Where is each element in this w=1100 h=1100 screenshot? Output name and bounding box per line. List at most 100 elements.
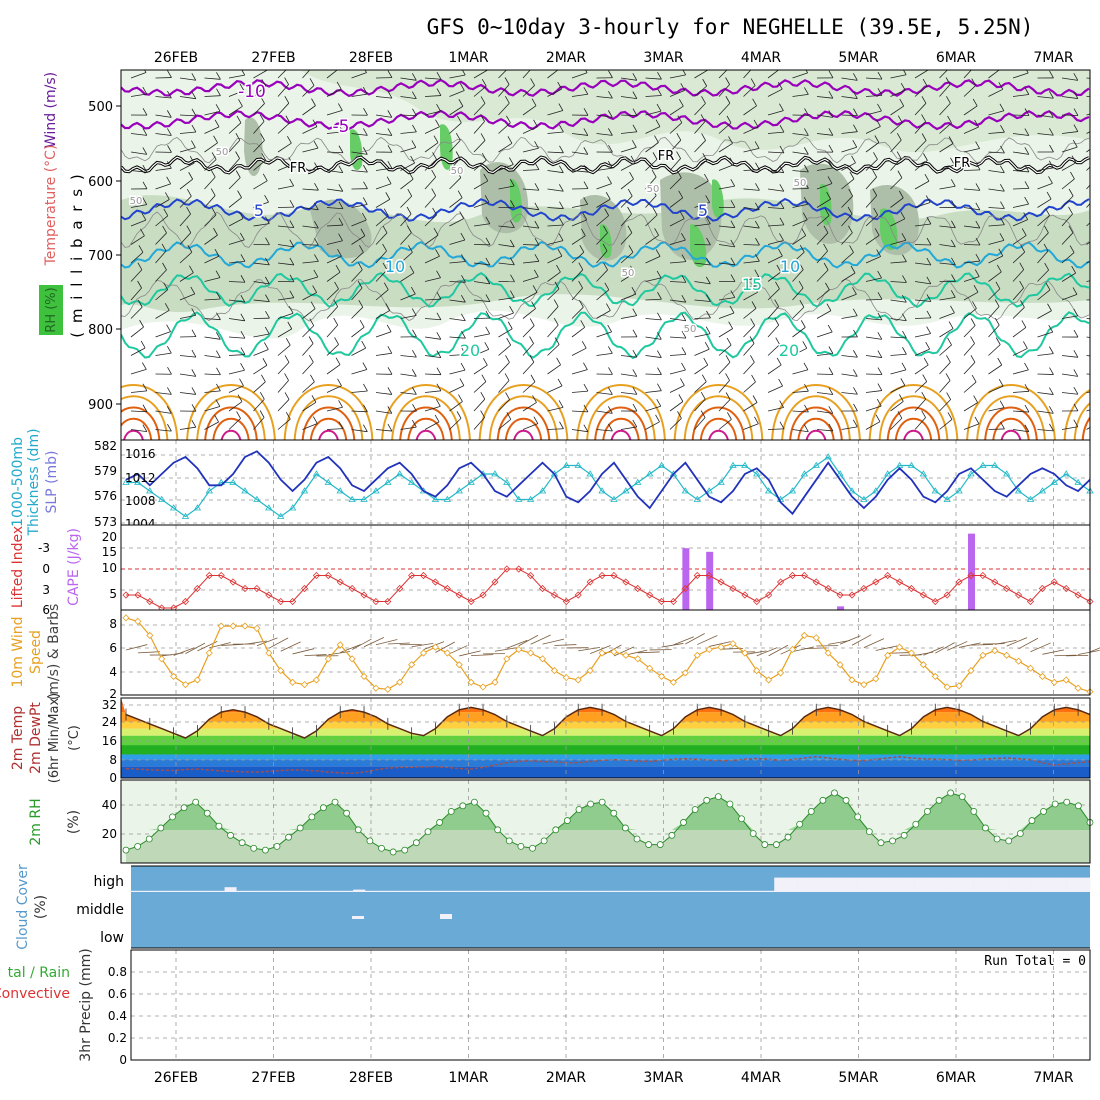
- tick-label: 0: [109, 771, 117, 785]
- high-cloud-bar: [177, 890, 190, 892]
- wind-barb-feather: [557, 378, 563, 387]
- wind-barb-staff: [375, 133, 392, 136]
- wind-barb-staff: [302, 276, 318, 282]
- wind-barb-staff: [792, 188, 809, 190]
- thickness-marker: [931, 487, 939, 494]
- wind-barb-staff: [988, 271, 1002, 282]
- wind-barb-feather: [897, 170, 903, 178]
- wind-barb-feather: [975, 253, 981, 262]
- wind-barb-staff: [596, 392, 613, 395]
- wind-barb-staff: [179, 147, 196, 153]
- wind-barb-staff: [767, 385, 783, 393]
- wind-barb-staff: [302, 169, 319, 171]
- wind-barb-staff: [914, 121, 926, 134]
- wind-barb-feather: [1068, 225, 1074, 234]
- rh-label-2: (%): [66, 810, 82, 834]
- high-cloud-bar: [1031, 877, 1044, 892]
- thickness-marker: [169, 504, 178, 511]
- wind-barb-staff: [449, 369, 466, 375]
- wind-barb-staff: [449, 336, 466, 339]
- thickness-marker: [205, 487, 214, 494]
- wind-barb-staff: [179, 355, 196, 358]
- wind-barb-staff: [865, 318, 882, 321]
- wind-barb-feather: [363, 383, 368, 392]
- warm-dome-contour: [496, 406, 551, 440]
- wind-barb-staff: [963, 291, 979, 301]
- rh-contour-1: [121, 136, 1090, 164]
- wind-barb-staff: [645, 421, 660, 430]
- tick-label: 8: [109, 753, 117, 767]
- wind-barb-feather: [1072, 139, 1078, 148]
- wind-barb-feather: [823, 225, 829, 234]
- bottom-date-8: 6MAR: [936, 1070, 977, 1086]
- high-cloud-bar: [259, 890, 272, 892]
- wind-barb-feather: [459, 211, 465, 219]
- wind-barb-staff: [890, 177, 903, 190]
- wind-barb-staff: [277, 297, 294, 301]
- wind-barb-staff: [449, 354, 466, 356]
- wind-barb-feather: [778, 248, 783, 257]
- wind-barb-feather: [235, 170, 241, 178]
- warm-dome-contour: [691, 406, 746, 440]
- wind-barb-staff: [449, 90, 465, 97]
- wind-barb-feather: [702, 78, 708, 87]
- high-cloud-bar: [867, 877, 880, 892]
- wind-barb-feather: [289, 274, 295, 282]
- wind-barb-feather: [455, 151, 461, 159]
- surface-barb: [459, 650, 481, 657]
- wind-barb-staff: [449, 385, 465, 393]
- wind-barb-feather: [1048, 110, 1054, 118]
- high-cloud-bar: [364, 890, 377, 892]
- wind-barb-feather: [946, 96, 951, 104]
- wind-barb-staff: [400, 178, 414, 190]
- wind-barb-staff: [767, 88, 783, 97]
- wind-barb-staff: [547, 188, 564, 192]
- li-marker: [907, 584, 916, 593]
- warm-dome-contour: [212, 417, 250, 440]
- wind-barb-feather: [700, 114, 706, 122]
- wind-barb-feather: [970, 318, 976, 326]
- wind-barb-staff: [1061, 146, 1078, 153]
- wind-barb-staff: [1086, 280, 1090, 282]
- wind-barb-staff: [792, 93, 809, 97]
- wind-barb-staff: [988, 88, 1003, 97]
- wind-barb-feather: [215, 270, 221, 278]
- wind-barb-feather: [436, 367, 442, 375]
- wind-barb-feather: [533, 269, 539, 278]
- wind-barb-feather: [480, 133, 486, 141]
- wind-barb-feather: [529, 355, 535, 363]
- wind-barb-feather: [484, 195, 490, 203]
- wind-barb-staff: [473, 299, 490, 302]
- wind-marker: [634, 655, 642, 663]
- upper-panel-layers: [121, 70, 1090, 440]
- wind-marker: [586, 667, 594, 675]
- cape-grid: [121, 525, 1090, 610]
- wind-barb-staff: [718, 399, 731, 412]
- wind-barb-staff: [939, 185, 956, 190]
- wind-barb-staff: [767, 224, 784, 227]
- wind-barb-feather: [853, 403, 858, 412]
- wind-barb-feather: [678, 98, 684, 107]
- wind-barb-staff: [204, 255, 220, 264]
- wind-barb-feather: [530, 78, 535, 86]
- wind-barb-feather: [534, 202, 540, 211]
- wind-barb-feather: [311, 395, 317, 403]
- wind-barb-feather: [214, 414, 219, 423]
- wind-barb-staff: [473, 201, 490, 208]
- wind-barb-feather: [583, 164, 589, 173]
- wind-barb-staff: [1037, 114, 1054, 118]
- wind-barb-feather: [877, 312, 883, 321]
- high-cloud-bar: [1078, 877, 1091, 892]
- wind-barb-staff: [841, 77, 858, 81]
- wind-barb-feather: [1073, 91, 1079, 99]
- wind-barb-feather: [902, 275, 907, 283]
- thickness-marker: [277, 512, 285, 519]
- wind-marker: [955, 682, 963, 690]
- high-cloud-bar: [353, 889, 366, 892]
- wind-barb-feather: [604, 208, 610, 216]
- wind-barb-feather: [578, 300, 584, 308]
- wind-barb-staff: [1061, 232, 1074, 245]
- wind-barb-staff: [743, 276, 759, 282]
- wind-barb-staff: [130, 347, 146, 356]
- wind-barb-feather: [825, 282, 830, 291]
